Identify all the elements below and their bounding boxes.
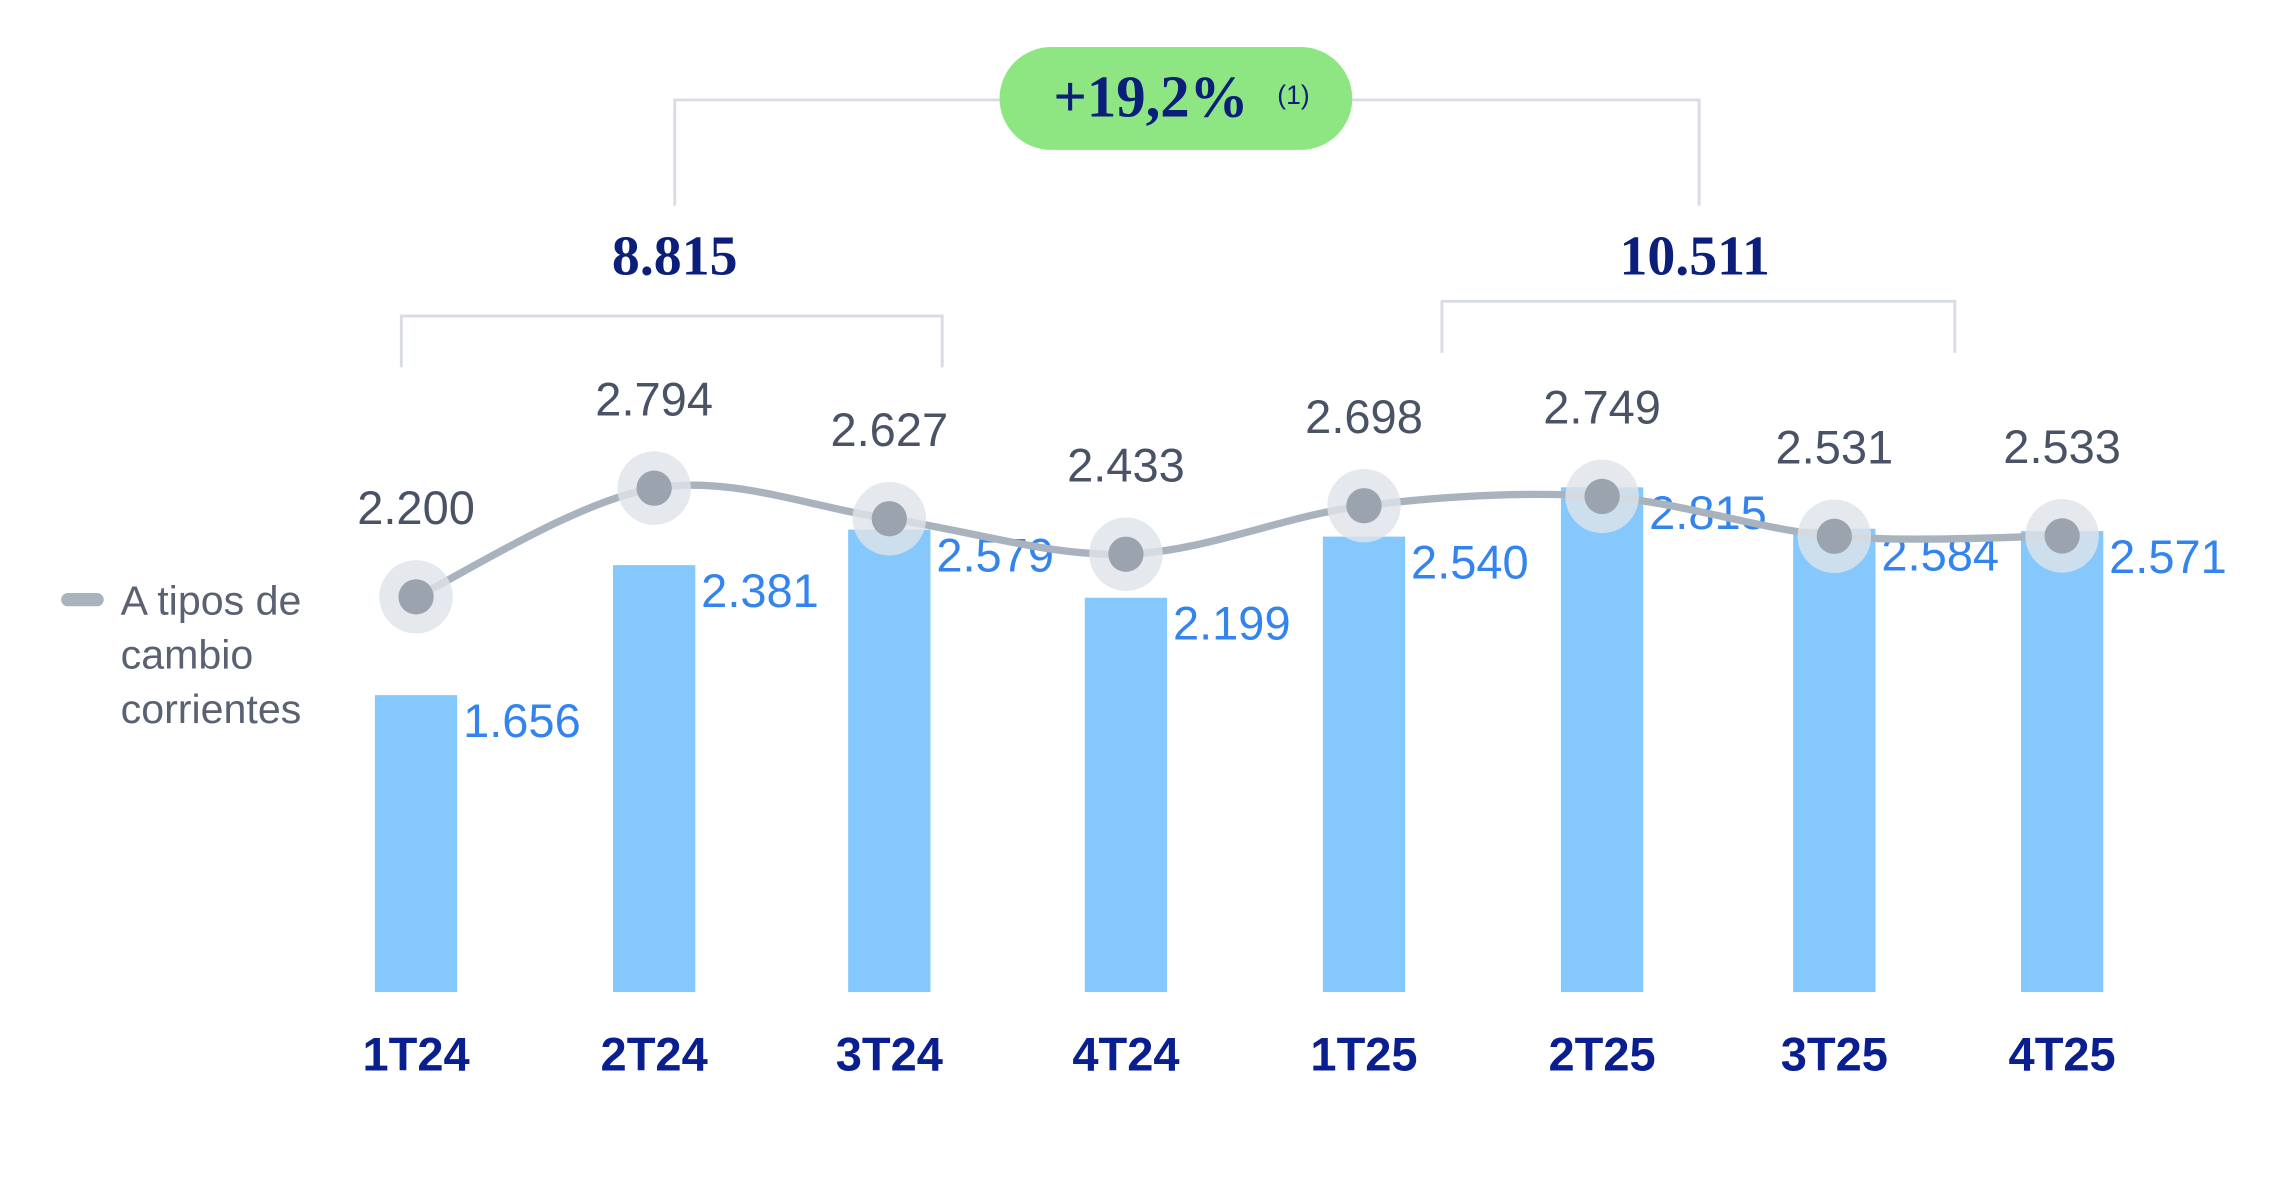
- point-label: 2.627: [830, 403, 948, 456]
- bar-label: 1.656: [463, 694, 581, 747]
- x-tick-label: 4T25: [2009, 1028, 2116, 1081]
- x-tick-label: 1T25: [1310, 1028, 1417, 1081]
- x-tick-label: 4T24: [1072, 1028, 1179, 1081]
- bar: [374, 695, 458, 993]
- point-label: 2.200: [357, 481, 475, 534]
- point: [398, 579, 434, 615]
- x-tick-label: 3T25: [1781, 1028, 1888, 1081]
- point-label: 2.433: [1067, 438, 1185, 491]
- bar-label: 2.540: [1411, 535, 1529, 588]
- total: 10.511: [1619, 225, 1769, 287]
- x-tick-label: 1T24: [362, 1028, 469, 1081]
- point: [871, 501, 907, 537]
- legend-label: A tipos de cambio corrientes: [120, 577, 302, 732]
- point-label: 2.533: [2003, 420, 2121, 473]
- point-label: 2.749: [1543, 381, 1661, 434]
- point: [636, 470, 672, 506]
- point: [2044, 518, 2080, 554]
- bar-label: 2.571: [2109, 530, 2227, 583]
- growth-bracket: [673, 98, 1701, 206]
- bar: [612, 565, 696, 993]
- bar: [848, 529, 931, 993]
- x-tick-label: 2T24: [601, 1028, 708, 1081]
- point-label: 2.794: [595, 372, 713, 425]
- point: [1346, 488, 1382, 524]
- x-tick-label: 3T24: [836, 1028, 943, 1081]
- bar-label: 2.381: [701, 564, 819, 617]
- point: [1816, 518, 1852, 554]
- total-bracket: [1440, 299, 1957, 353]
- point: [1108, 536, 1144, 572]
- x-tick-label: 2T25: [1549, 1028, 1656, 1081]
- point-label: 2.531: [1775, 420, 1893, 473]
- total: 8.815: [612, 225, 738, 287]
- total-bracket: [399, 314, 944, 368]
- growth-note: (1): [1277, 80, 1309, 110]
- growth-pill: [999, 47, 1353, 150]
- legend: A tipos de cambio corrientes: [120, 577, 302, 732]
- bar: [1560, 487, 1644, 993]
- bar: [1084, 597, 1168, 993]
- point-label: 2.698: [1305, 390, 1423, 443]
- bar: [1322, 536, 1406, 993]
- bar: [1793, 528, 1876, 993]
- growth: +19,2%: [1053, 64, 1248, 129]
- bar-label: 2.199: [1173, 597, 1291, 650]
- point: [1584, 478, 1620, 515]
- bar: [2020, 531, 2104, 993]
